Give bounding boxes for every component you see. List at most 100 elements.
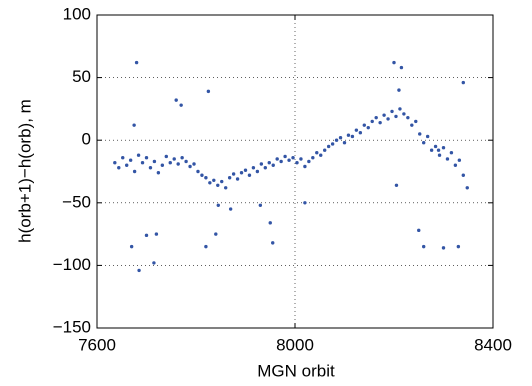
point bbox=[399, 65, 404, 70]
point bbox=[140, 161, 145, 165]
point bbox=[113, 161, 117, 165]
point bbox=[243, 168, 248, 172]
point bbox=[206, 89, 211, 94]
x-tick-label: 8400 bbox=[474, 335, 512, 354]
point bbox=[287, 158, 291, 162]
y-tick-label: −100 bbox=[53, 255, 91, 274]
point bbox=[418, 132, 422, 136]
point bbox=[429, 148, 434, 152]
point bbox=[338, 135, 343, 140]
point bbox=[192, 162, 196, 166]
point bbox=[402, 112, 406, 116]
point bbox=[279, 159, 283, 164]
point bbox=[200, 173, 204, 177]
point bbox=[268, 221, 272, 225]
point bbox=[456, 244, 461, 249]
point bbox=[224, 186, 228, 190]
point bbox=[267, 161, 271, 165]
point bbox=[315, 151, 319, 155]
point bbox=[208, 181, 212, 185]
point bbox=[445, 157, 450, 161]
point bbox=[239, 171, 244, 175]
x-tick-label: 8000 bbox=[276, 335, 314, 354]
point bbox=[441, 146, 446, 150]
x-axis-label: MGN orbit bbox=[257, 361, 335, 380]
point bbox=[152, 261, 156, 265]
point bbox=[457, 158, 462, 162]
point bbox=[422, 141, 426, 145]
point bbox=[449, 151, 454, 155]
point bbox=[303, 164, 307, 169]
point bbox=[220, 179, 224, 184]
point bbox=[129, 244, 134, 249]
point bbox=[184, 159, 188, 164]
point bbox=[433, 144, 438, 149]
point bbox=[255, 169, 260, 174]
point bbox=[227, 176, 232, 180]
point bbox=[350, 134, 355, 139]
point bbox=[259, 162, 264, 166]
y-tick-label: −50 bbox=[62, 192, 91, 211]
plot-frame bbox=[96, 14, 494, 329]
point bbox=[271, 163, 275, 167]
point bbox=[271, 241, 275, 245]
point bbox=[174, 98, 178, 102]
point bbox=[214, 232, 218, 236]
point bbox=[326, 144, 331, 149]
y-tick-label: 100 bbox=[63, 4, 91, 23]
point bbox=[263, 166, 267, 170]
point bbox=[437, 153, 442, 157]
point bbox=[417, 228, 421, 233]
y-tick-label: 0 bbox=[82, 130, 91, 149]
point bbox=[134, 60, 139, 65]
point bbox=[121, 156, 125, 160]
point bbox=[461, 173, 465, 177]
point bbox=[125, 163, 129, 167]
point bbox=[378, 120, 382, 125]
point bbox=[453, 163, 458, 167]
point bbox=[398, 107, 402, 111]
point bbox=[144, 156, 149, 160]
point bbox=[323, 148, 327, 152]
point bbox=[307, 159, 311, 164]
point bbox=[382, 113, 386, 117]
point bbox=[354, 128, 359, 132]
point bbox=[425, 134, 430, 139]
point bbox=[180, 156, 184, 160]
point bbox=[374, 115, 378, 120]
point bbox=[465, 186, 469, 190]
point bbox=[370, 119, 374, 124]
point bbox=[204, 176, 208, 180]
point bbox=[346, 133, 351, 137]
point bbox=[397, 88, 401, 92]
point bbox=[231, 172, 236, 176]
point bbox=[366, 125, 370, 130]
y-axis-label: h(orb+1)−h(orb), m bbox=[15, 99, 34, 243]
point bbox=[136, 153, 141, 157]
point bbox=[295, 161, 299, 165]
point bbox=[394, 183, 399, 187]
point bbox=[330, 142, 335, 146]
point bbox=[258, 203, 263, 208]
point bbox=[291, 156, 295, 160]
point bbox=[156, 171, 161, 175]
point bbox=[160, 163, 165, 167]
point bbox=[358, 130, 363, 135]
point bbox=[275, 157, 279, 161]
point bbox=[132, 169, 137, 174]
point bbox=[168, 161, 172, 165]
point bbox=[144, 233, 149, 238]
y-tick-label: −150 bbox=[53, 317, 91, 336]
point bbox=[436, 148, 441, 152]
point bbox=[176, 162, 180, 166]
point bbox=[390, 109, 394, 114]
point bbox=[235, 177, 240, 181]
point bbox=[303, 201, 307, 205]
point bbox=[216, 183, 220, 187]
point bbox=[154, 232, 159, 236]
point bbox=[394, 114, 398, 119]
point bbox=[117, 166, 121, 170]
point bbox=[152, 159, 157, 164]
point bbox=[228, 207, 233, 211]
point bbox=[188, 164, 192, 169]
